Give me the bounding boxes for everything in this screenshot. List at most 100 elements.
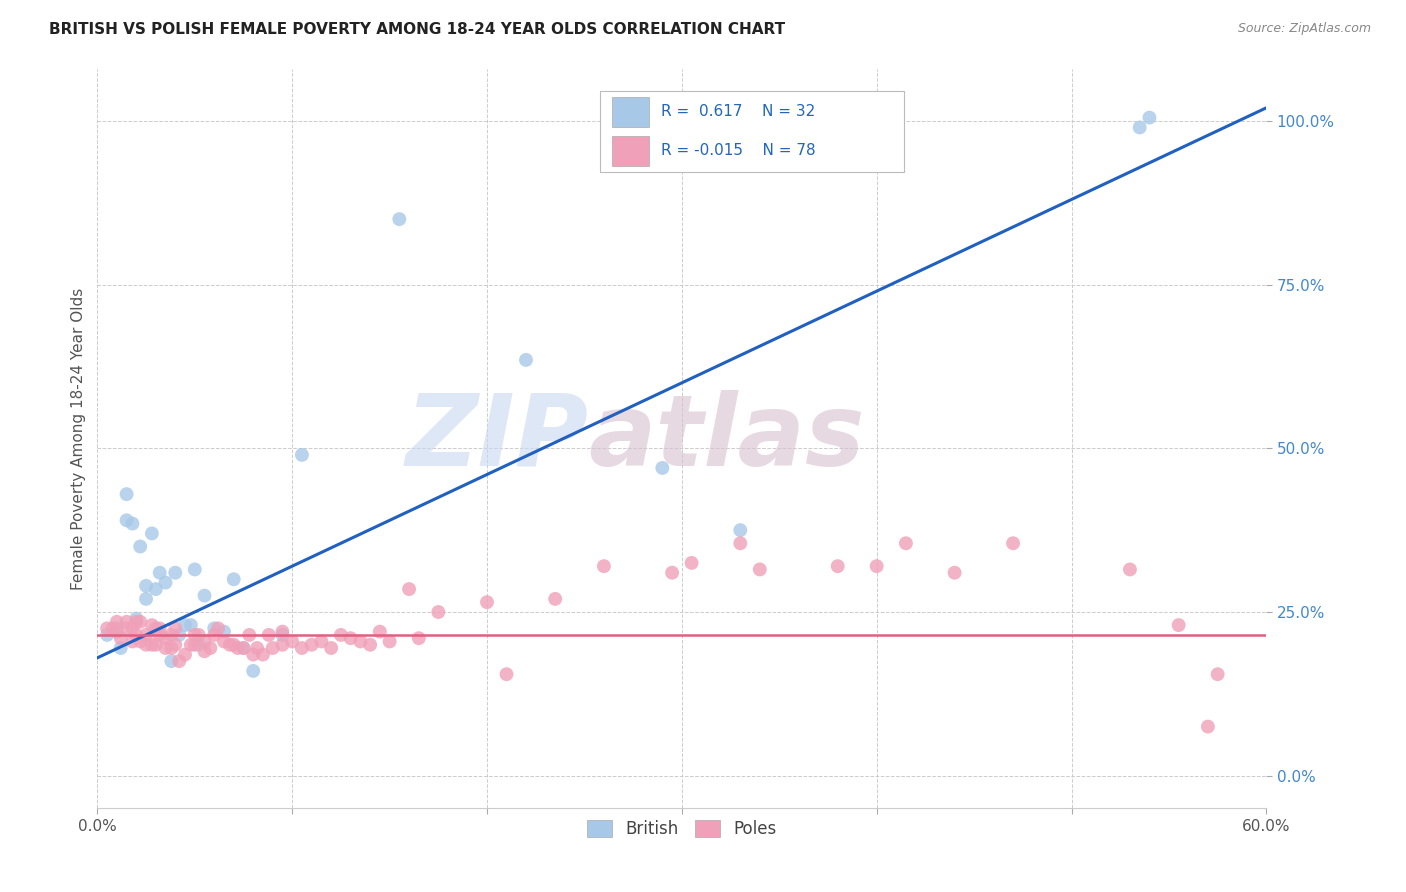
Point (160, 640, 183, 655)
Point (145, 621, 167, 635)
Point (408, 631, 430, 645)
Point (291, 640, 314, 655)
Point (1119, 562, 1142, 576)
Point (1197, 720, 1219, 734)
Point (184, 638, 207, 652)
Point (129, 634, 152, 648)
Point (202, 628, 225, 642)
Point (544, 591, 567, 606)
Point (193, 634, 215, 648)
Point (121, 621, 143, 635)
Point (187, 638, 209, 652)
Point (329, 628, 352, 642)
Point (129, 540, 152, 554)
Point (180, 618, 202, 632)
Point (339, 631, 361, 645)
Point (866, 559, 889, 574)
Point (281, 634, 304, 648)
Point (187, 628, 209, 642)
Point (730, 523, 752, 537)
Point (238, 628, 260, 642)
Point (291, 448, 314, 462)
Point (212, 624, 235, 639)
Point (207, 621, 229, 635)
Point (943, 566, 966, 580)
Point (311, 634, 333, 648)
Point (212, 634, 235, 648)
Point (167, 628, 190, 642)
Text: ZIP: ZIP (405, 390, 588, 487)
Point (378, 634, 401, 648)
Point (301, 638, 323, 652)
Point (1002, 536, 1025, 550)
Point (121, 516, 143, 531)
Point (115, 621, 138, 635)
Point (730, 536, 752, 550)
Point (145, 638, 167, 652)
Point (105, 615, 128, 629)
Point (165, 621, 187, 635)
Point (115, 615, 138, 629)
Point (193, 644, 215, 658)
Point (135, 628, 157, 642)
Point (271, 628, 294, 642)
Point (262, 640, 284, 655)
Point (145, 582, 167, 596)
Point (232, 640, 254, 655)
Point (105, 624, 128, 639)
Point (141, 638, 163, 652)
Point (1129, 120, 1152, 135)
Point (193, 589, 215, 603)
Point (121, 634, 143, 648)
Point (125, 611, 148, 625)
Point (894, 536, 917, 550)
Point (167, 654, 190, 668)
Point (349, 634, 371, 648)
Point (252, 648, 274, 662)
Point (222, 638, 245, 652)
Point (105, 621, 128, 635)
Point (1206, 667, 1229, 681)
Point (149, 566, 172, 580)
Point (661, 566, 683, 580)
Point (141, 526, 163, 541)
Point (226, 640, 249, 655)
Point (748, 562, 770, 576)
Point (135, 579, 157, 593)
Point (135, 638, 157, 652)
Point (1139, 111, 1161, 125)
Point (200, 640, 222, 655)
Point (202, 621, 225, 635)
Point (165, 638, 187, 652)
Text: atlas: atlas (588, 390, 865, 487)
Point (155, 575, 177, 590)
Point (515, 352, 537, 367)
Point (321, 640, 343, 655)
Point (359, 638, 381, 652)
Text: Source: ZipAtlas.com: Source: ZipAtlas.com (1237, 22, 1371, 36)
Point (174, 618, 197, 632)
Point (246, 640, 269, 655)
Point (96, 628, 118, 642)
Point (593, 559, 616, 574)
Point (271, 624, 294, 639)
Point (222, 572, 245, 586)
Point (271, 638, 294, 652)
Point (125, 615, 148, 629)
Point (242, 664, 264, 678)
Point (149, 628, 172, 642)
Point (115, 513, 138, 527)
Point (135, 591, 157, 606)
Point (110, 631, 132, 645)
Point (141, 618, 163, 632)
Point (160, 654, 183, 668)
Point (242, 648, 264, 662)
Point (115, 487, 138, 501)
Point (368, 624, 391, 639)
Point (110, 640, 132, 655)
Point (149, 621, 172, 635)
Point (218, 638, 240, 652)
Point (184, 562, 207, 576)
Point (1167, 618, 1189, 632)
Point (651, 461, 673, 475)
